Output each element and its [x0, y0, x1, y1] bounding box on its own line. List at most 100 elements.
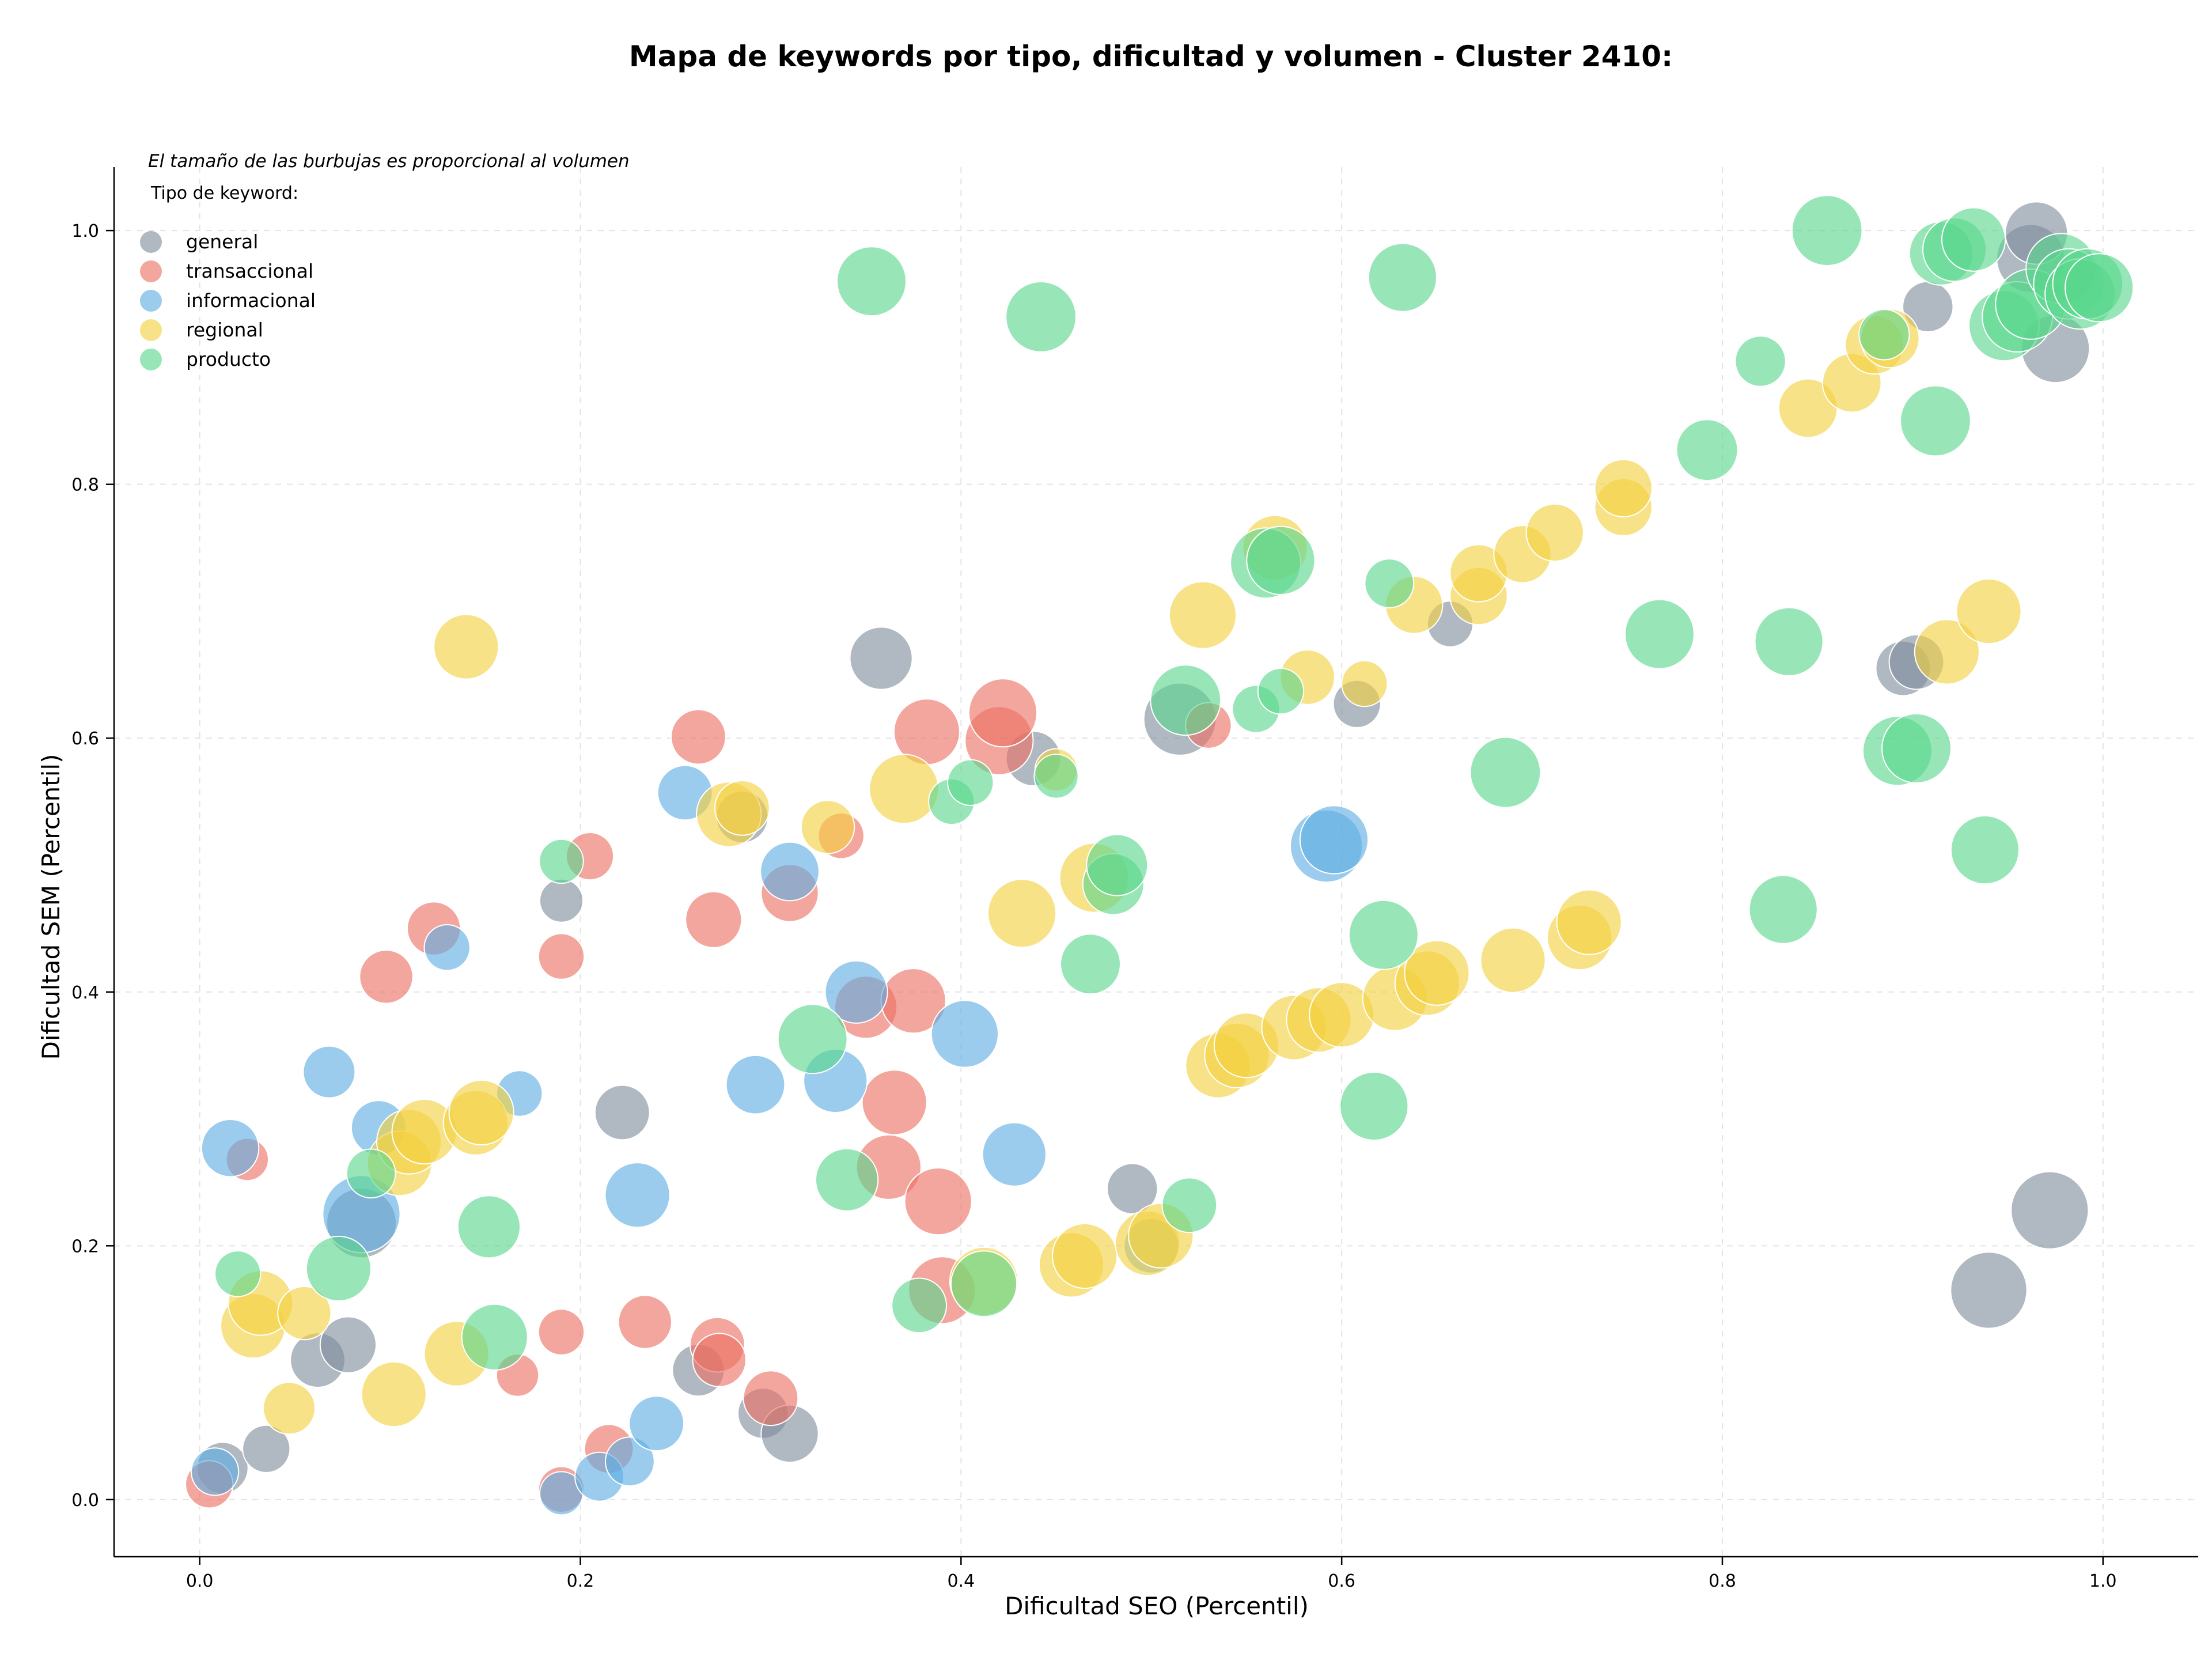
bubble-general [242, 1424, 291, 1473]
bubble-producto [214, 1250, 262, 1297]
bubble-layer [185, 195, 2134, 1516]
bubble-producto [461, 1303, 528, 1371]
bubble-producto [1364, 558, 1415, 608]
bubble-general [1107, 1163, 1158, 1214]
bubble-producto [815, 1148, 879, 1212]
bubble-producto [346, 1148, 396, 1199]
bubble-producto [1086, 834, 1149, 896]
bubble-regional [1525, 503, 1584, 562]
bubble-transaccional [968, 678, 1038, 748]
bubble-regional [1480, 927, 1546, 993]
bubble-producto [1734, 335, 1786, 387]
legend: Tipo de keyword: general transaccional inf… [140, 183, 316, 370]
bubble-producto [1941, 207, 2006, 272]
bubble-producto [1033, 754, 1079, 799]
legend-marker-regional [140, 319, 162, 341]
bubble-informacional [1299, 805, 1369, 875]
bubble-producto [1150, 664, 1222, 736]
bubble-producto [891, 1277, 947, 1334]
bubble-producto [2065, 253, 2134, 323]
bubble-producto [947, 759, 994, 807]
bubble-transaccional [685, 891, 743, 948]
bubble-transaccional [671, 709, 726, 765]
bubble-regional [800, 800, 855, 854]
bubble-producto [1257, 668, 1305, 715]
bubble-informacional [760, 841, 820, 902]
bubble-regional [1594, 459, 1653, 517]
legend-label-transaccional: transaccional [186, 260, 313, 282]
bubble-producto [1754, 607, 1824, 676]
bubble-regional [1341, 660, 1388, 707]
x-tick-label: 0.4 [947, 1571, 975, 1591]
bubble-transaccional [537, 933, 585, 980]
bubble-regional [448, 1079, 514, 1146]
y-tick-label: 0.8 [71, 475, 99, 495]
bubble-producto [1246, 525, 1316, 595]
bubble-regional [869, 754, 940, 824]
bubble-regional [1052, 1223, 1118, 1289]
legend-label-informacional: informacional [186, 289, 316, 312]
legend-marker-producto [140, 349, 162, 370]
x-axis-label: Dificultad SEO (Percentil) [1005, 1592, 1309, 1620]
bubble-producto [1348, 899, 1419, 970]
bubble-informacional [200, 1119, 260, 1178]
bubble-informacional [824, 960, 888, 1024]
bubble-transaccional [743, 1370, 799, 1427]
bubble-producto [1005, 281, 1077, 353]
bubble-general [2010, 1171, 2089, 1250]
bubble-regional [1914, 619, 1980, 685]
axes: 0.0 0.2 0.4 0.6 0.8 1.0 0.0 0.2 0.4 0.6 0.8 1.0 [71, 167, 2198, 1591]
bubble-transaccional [537, 1308, 585, 1356]
bubble-regional [1556, 889, 1622, 955]
bubble-informacional [982, 1122, 1047, 1187]
bubble-regional [714, 780, 770, 836]
bubble-producto [1339, 1071, 1409, 1141]
bubble-producto [777, 1004, 848, 1074]
bubble-producto [1881, 713, 1952, 784]
bubble-general [539, 878, 584, 923]
bubble-producto [305, 1235, 372, 1302]
y-tick-label: 0.4 [71, 983, 99, 1003]
legend-label-general: general [186, 230, 258, 253]
bubble-regional [361, 1361, 427, 1428]
legend-label-regional: regional [186, 319, 263, 341]
bubble-producto [1748, 875, 1818, 944]
legend-marker-informacional [140, 290, 162, 312]
legend-title: Tipo de keyword: [150, 183, 298, 203]
legend-marker-transaccional [140, 260, 162, 282]
bubble-producto [1161, 1177, 1218, 1234]
bubble-regional [987, 879, 1057, 948]
bubble-informacional [423, 924, 471, 971]
bubble-producto [1624, 599, 1695, 669]
bubble-general [1950, 1251, 2028, 1329]
bubble-transaccional [904, 1167, 972, 1236]
bubble-informacional [191, 1447, 240, 1496]
bubble-producto [1900, 385, 1971, 457]
x-tick-label: 1.0 [2089, 1571, 2117, 1591]
bubble-regional [263, 1382, 316, 1435]
y-tick-label: 0.0 [71, 1490, 99, 1511]
bubble-producto [1060, 933, 1121, 995]
size-annotation: El tamaño de las burbujas es proporciona… [148, 151, 630, 172]
y-tick-label: 0.2 [71, 1236, 99, 1257]
x-tick-label: 0.8 [1709, 1571, 1736, 1591]
bubble-regional [1168, 581, 1237, 649]
bubble-producto [539, 838, 584, 884]
bubble-transaccional [618, 1295, 673, 1349]
x-tick-label: 0.6 [1328, 1571, 1355, 1591]
x-tick-label: 0.0 [186, 1571, 214, 1591]
bubble-informacional [605, 1436, 655, 1487]
bubble-producto [1950, 815, 2020, 885]
bubble-regional [1956, 578, 2022, 645]
legend-label-producto: producto [186, 348, 271, 370]
chart-title: Mapa de keywords por tipo, dificultad y … [629, 40, 1673, 73]
bubble-transaccional [861, 1069, 927, 1136]
bubble-regional [277, 1285, 332, 1341]
bubble-general [849, 626, 913, 690]
bubble-producto [950, 1250, 1018, 1318]
y-tick-label: 0.6 [71, 729, 99, 749]
bubble-producto [1676, 419, 1738, 482]
bubble-producto [1858, 309, 1910, 361]
